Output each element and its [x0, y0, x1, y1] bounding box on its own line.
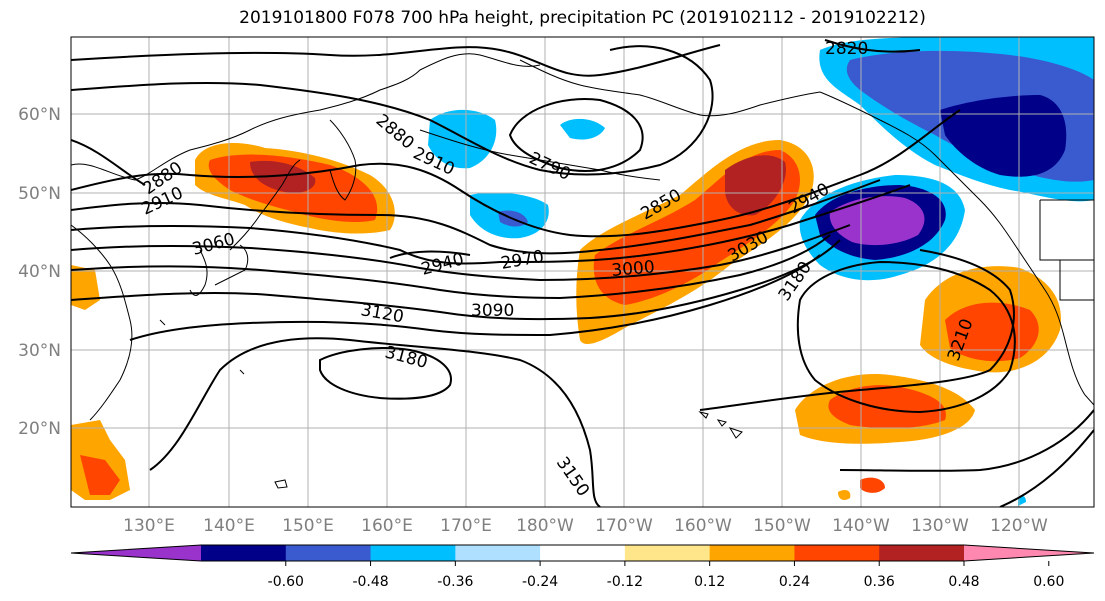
colorbar-tick-label: 0.12 [694, 574, 725, 590]
lat-label: 50°N [18, 184, 61, 204]
lat-label: 60°N [18, 105, 61, 125]
colorbar-segment [370, 545, 456, 561]
colorbar-segment [201, 545, 287, 561]
colorbar-extension-low [71, 545, 201, 561]
colorbar-extension-high [964, 545, 1094, 561]
colorbar-tick-label: -0.36 [437, 574, 473, 590]
contour-label: 3090 [471, 301, 514, 321]
lon-label: 180°W [516, 516, 574, 536]
colorbar-tick-label: -0.60 [268, 574, 304, 590]
lon-label: 140°E [203, 516, 255, 536]
map-frame [70, 36, 1095, 508]
colorbar-segments [70, 544, 1095, 566]
colorbar-segment [455, 545, 541, 561]
colorbar-segment [540, 545, 626, 561]
colorbar-tick-label: -0.12 [607, 574, 643, 590]
colorbar-tick-label: 0.36 [864, 574, 895, 590]
graticule [71, 37, 1094, 507]
lon-label: 120°W [990, 516, 1048, 536]
lat-label: 20°N [18, 419, 61, 439]
height-contours [71, 39, 1094, 507]
colorbar-tick-label: -0.48 [352, 574, 388, 590]
lon-label: 170°E [440, 516, 492, 536]
colorbar-tick-label: 0.60 [1033, 574, 1064, 590]
longitude-labels: 130°E 140°E 150°E 160°E 170°E 180°W 170°… [123, 516, 1048, 536]
colorbar-segment [624, 545, 711, 561]
lon-label: 170°W [595, 516, 653, 536]
lat-label: 30°N [18, 341, 61, 361]
lon-label: 130°W [911, 516, 969, 536]
colorbar-tick-label: -0.24 [522, 574, 558, 590]
page-title: 2019101800 F078 700 hPa height, precipit… [239, 8, 926, 28]
lon-label: 160°E [361, 516, 413, 536]
lat-label: 40°N [18, 262, 61, 282]
colorbar: -0.60 -0.48 -0.36 -0.24 -0.12 0.12 0.24 … [70, 544, 1095, 590]
contour-label: 3000 [611, 257, 656, 281]
colorbar-ticks: -0.60 -0.48 -0.36 -0.24 -0.12 0.12 0.24 … [268, 574, 1065, 590]
coastlines [71, 53, 1094, 489]
map-layers [71, 37, 1094, 507]
colorbar-segment [794, 545, 880, 561]
precip-positive-shading [71, 140, 1061, 500]
lon-label: 150°E [282, 516, 334, 536]
lon-label: 160°W [674, 516, 732, 536]
colorbar-segment [709, 545, 795, 561]
colorbar-segment [285, 545, 372, 561]
lon-label: 130°E [123, 516, 175, 536]
colorbar-tick-label: 0.48 [948, 574, 979, 590]
colorbar-outline [70, 544, 1095, 562]
precip-negative-shading [428, 37, 1094, 506]
lon-label: 140°W [832, 516, 890, 536]
latitude-labels: 60°N 50°N 40°N 30°N 20°N [18, 105, 61, 439]
colorbar-segment [879, 545, 965, 561]
contour-label: 2820 [825, 39, 868, 59]
colorbar-tick-label: 0.24 [779, 574, 810, 590]
lon-label: 150°W [753, 516, 811, 536]
